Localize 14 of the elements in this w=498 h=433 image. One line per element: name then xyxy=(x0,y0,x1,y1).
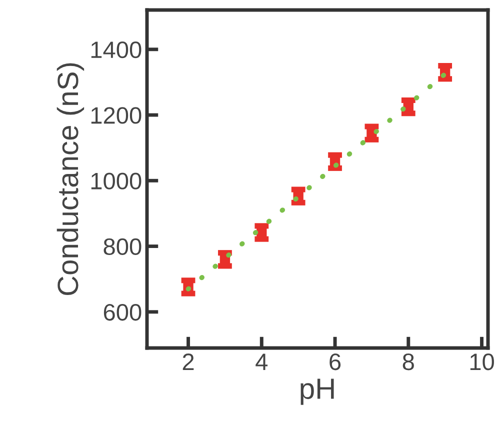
x-tick-label: 6 xyxy=(330,353,341,370)
y-axis-title: Conductance (nS) xyxy=(56,63,84,296)
point xyxy=(256,227,267,238)
y-tick-label: 800 xyxy=(104,238,142,256)
y-tick-label: 1200 xyxy=(91,107,142,124)
x-tick-label: 2 xyxy=(182,353,194,370)
y-tick-label: 1400 xyxy=(91,41,142,58)
x-axis-title: pH xyxy=(300,378,334,405)
point xyxy=(403,102,414,112)
x-tick-label: 4 xyxy=(256,354,268,370)
y-tick-label: 1000 xyxy=(91,172,142,190)
x-tick-label: 10 xyxy=(470,353,494,370)
y-tick-label: 600 xyxy=(104,304,142,321)
x-tick-label: 8 xyxy=(402,353,414,370)
